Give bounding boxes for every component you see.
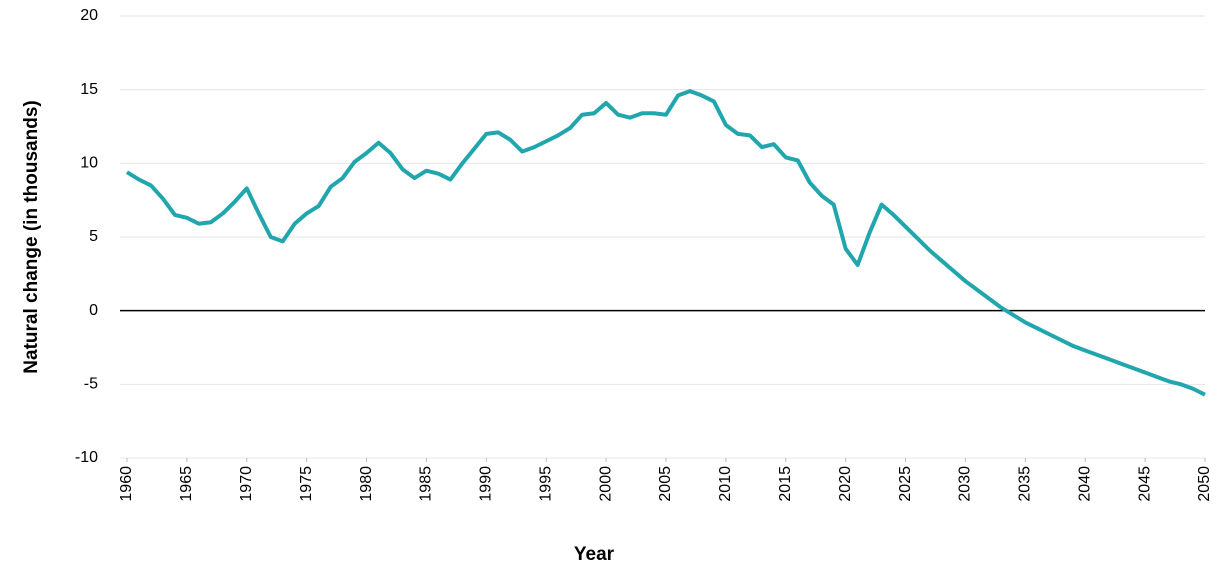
x-axis-title: Year [574,544,615,565]
y-axis-title: Natural change (in thousands) [21,100,42,373]
x-tick-label: 2030 [957,466,974,502]
x-tick-label: 2025 [897,466,914,502]
x-tick-label: 2015 [777,466,794,502]
y-tick-label: 10 [80,155,98,172]
x-tick-label: 2035 [1017,466,1034,502]
x-tick-label: 1960 [118,466,135,502]
y-tick-label: 5 [89,228,98,245]
data-line [125,89,1206,397]
x-tick-label: 2000 [597,466,614,502]
x-tick-label: 2005 [657,466,674,502]
x-tick-label: 1970 [238,466,255,502]
x-tick-label: 1985 [418,466,435,502]
x-tick-label: 2020 [837,466,854,502]
x-tick-label: 2050 [1196,466,1213,502]
x-tick-label: 1990 [478,466,495,502]
y-tick-label: 0 [89,302,98,319]
x-tick-label: 1980 [358,466,375,502]
y-tick-label: -5 [84,376,98,393]
x-tick-label: 2010 [717,466,734,502]
x-tick-label: 1965 [178,466,195,502]
y-tick-label: 15 [80,81,98,98]
y-tick-label: -10 [75,449,98,466]
x-tick-label: 2040 [1076,466,1093,502]
x-tick-label: 1995 [537,466,554,502]
y-tick-label: 20 [80,7,98,24]
x-tick-label: 1975 [298,466,315,502]
x-tick-label: 2045 [1136,466,1153,502]
